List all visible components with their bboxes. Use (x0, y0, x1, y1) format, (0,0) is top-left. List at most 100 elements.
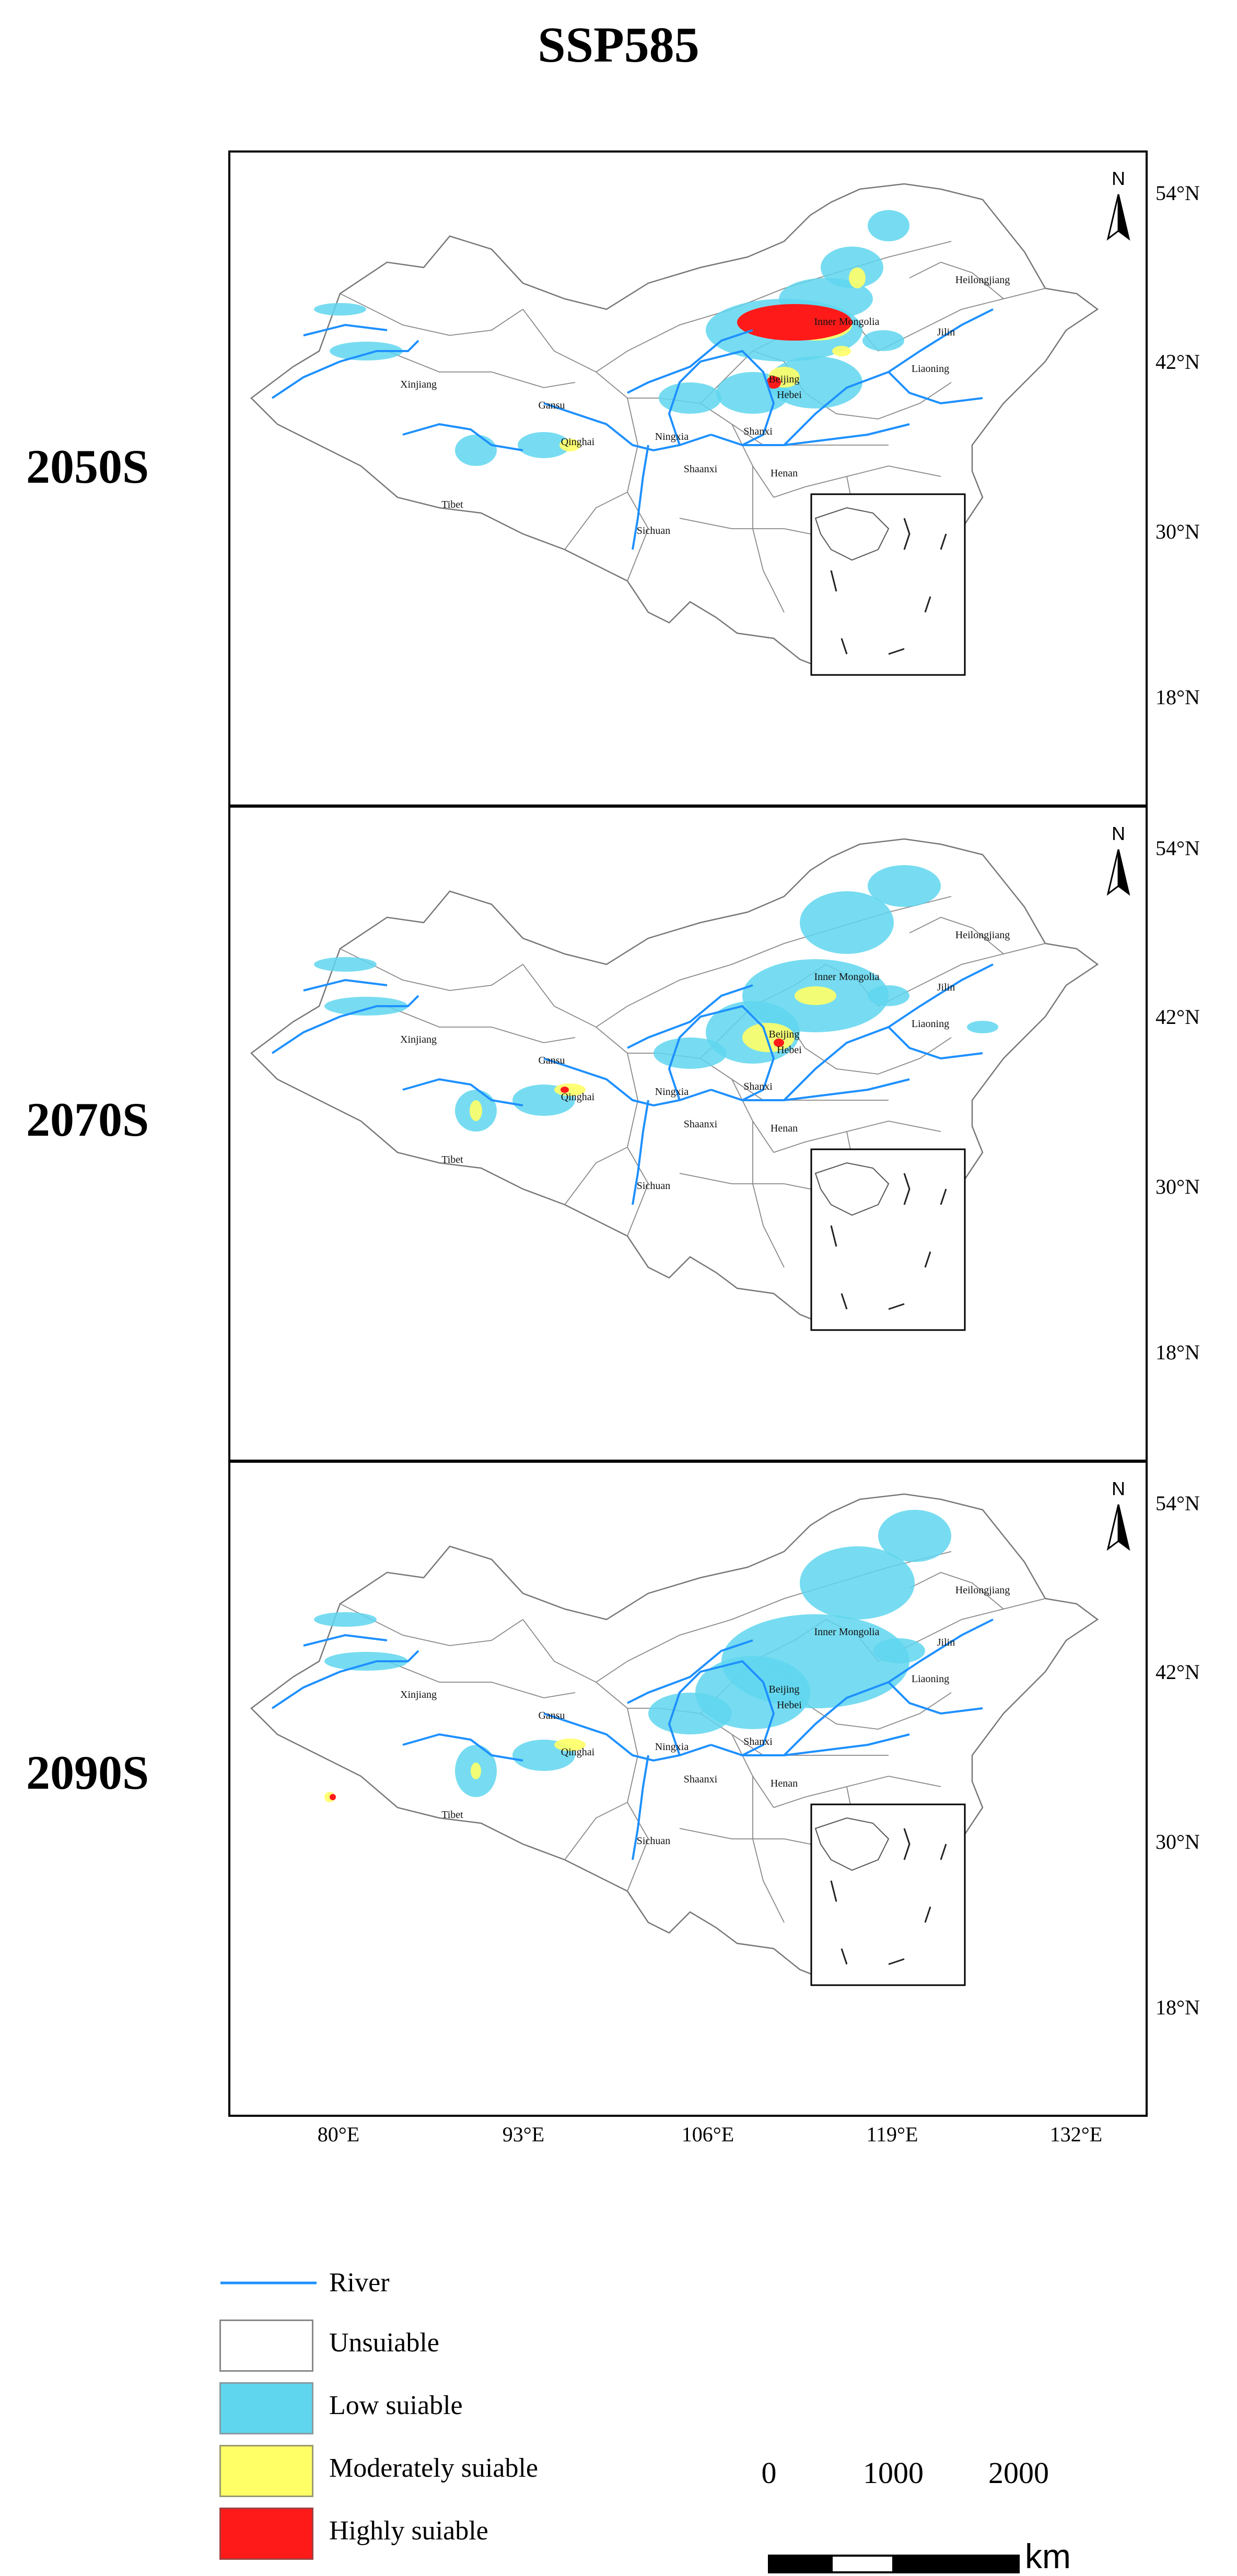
inset-frame (810, 493, 966, 676)
low-suitable-area (967, 1021, 998, 1033)
north-arrow-label: N (1112, 168, 1125, 189)
province-label: Beijing (769, 1684, 800, 1695)
legend-low-swatch (219, 2382, 313, 2434)
province-label: Henan (771, 1123, 798, 1134)
scale-tick: 0 (761, 2456, 777, 2490)
low-suitable-area (878, 1510, 951, 1562)
province-labels: Xinjiang Gansu Qinghai Tibet Sichuan Ningxia S… (400, 274, 1010, 537)
lat-tick: 18°N (1156, 685, 1200, 709)
low-suitable-area (800, 891, 894, 954)
moderate-suitable-area (471, 1763, 481, 1779)
river-line (668, 349, 775, 446)
map-panel-2070s: Xinjiang Gansu Qinghai Tibet Sichuan Ningxia S… (228, 806, 1148, 1462)
lat-tick: 42°N (1156, 1660, 1200, 1684)
river-line (632, 1755, 649, 1860)
river-line (888, 1026, 983, 1060)
north-arrow-icon: N (1106, 1478, 1130, 1551)
dash-line (940, 533, 947, 550)
dash-line (841, 1948, 848, 1965)
inset-coast (814, 1162, 890, 1216)
river-layer (271, 963, 994, 1205)
low-suitable-area (518, 432, 570, 458)
inset-frame (810, 1148, 966, 1331)
dash-line (841, 638, 848, 655)
scale-tick: 1000 (863, 2456, 924, 2490)
province-label: Hebei (777, 1044, 802, 1056)
high-suitable-area (737, 304, 852, 341)
moderate-suitable-area (795, 986, 836, 1005)
north-arrow-label: N (1112, 1478, 1125, 1499)
river-line (710, 423, 910, 446)
north-arrow-left (1106, 849, 1119, 896)
river-legend-line (220, 2281, 317, 2284)
period-label-2090s: 2090S (26, 1746, 149, 1799)
inset-coast (814, 1817, 890, 1871)
north-arrow-right (1117, 194, 1130, 241)
scale-segment (894, 2555, 1020, 2573)
lat-tick: 54°N (1156, 836, 1200, 860)
inset-frame (810, 1803, 966, 1986)
river-line (627, 1639, 753, 1704)
high-suitable-area (766, 376, 781, 389)
river-line (271, 340, 419, 399)
province-border (731, 1079, 889, 1101)
province-label: Shanxi (743, 426, 773, 437)
low-suitable-area (800, 1546, 915, 1619)
province-border (387, 1006, 576, 1043)
province-label: Inner Mongolia (814, 1626, 880, 1638)
taiwan-outline (903, 518, 911, 550)
low-suitable-area (455, 435, 497, 466)
province-border (387, 351, 576, 388)
province-label: Hebei (777, 389, 802, 401)
river-line (710, 1733, 910, 1756)
high-suitable-area (561, 1087, 569, 1093)
province-border (752, 1121, 785, 1268)
legend-low-label: Low suiable (329, 2391, 463, 2420)
low-suitable-area (659, 382, 721, 414)
dash-line (940, 1844, 947, 1860)
province-label: Shaanxi (684, 1774, 718, 1785)
river-line (632, 445, 649, 550)
province-label: Shanxi (743, 1736, 773, 1747)
province-label: Sichuan (637, 1180, 670, 1192)
province-labels: Xinjiang Gansu Qinghai Tibet Sichuan Ningxia S… (400, 1584, 1010, 1847)
province-border (564, 1147, 628, 1205)
province-border (752, 1776, 785, 1923)
figure-title: SSP585 (538, 17, 699, 73)
dash-line (830, 1225, 837, 1247)
province-border (340, 1603, 523, 1646)
province-label: Shanxi (743, 1081, 773, 1092)
river-line (271, 995, 419, 1054)
moderate-suitable-area (559, 439, 580, 451)
river-line (303, 1634, 388, 1647)
low-suitable-area (868, 210, 909, 241)
river-line (402, 1733, 523, 1762)
suitability-layer (314, 865, 998, 1132)
legend-river-label: River (329, 2268, 390, 2298)
lat-tick: 18°N (1156, 1996, 1200, 2019)
river-line (402, 1078, 523, 1106)
province-label: Gansu (538, 1710, 565, 1721)
province-label: Ningxia (655, 1086, 689, 1098)
legend-moderate-label: Moderately suiable (329, 2453, 538, 2483)
north-arrow-left (1106, 1504, 1119, 1551)
province-label: Tibet (441, 1154, 463, 1165)
dash-line (888, 1958, 905, 1965)
province-border (804, 1692, 952, 1730)
province-label: Liaoning (912, 363, 949, 375)
province-label: Qinghai (561, 1091, 595, 1103)
province-label: Xinjiang (400, 1689, 437, 1700)
north-arrow-left (1106, 194, 1119, 241)
lat-tick: 30°N (1156, 1830, 1200, 1854)
province-border (387, 1661, 576, 1698)
river-line (627, 329, 753, 394)
dash-line (940, 1188, 947, 1205)
province-labels: Xinjiang Gansu Qinghai Tibet Sichuan Ningxia S… (400, 929, 1010, 1192)
province-border (804, 1037, 952, 1075)
inset-coast (814, 507, 890, 561)
scale-unit: km (1025, 2537, 1071, 2575)
high-suitable-area (774, 1039, 784, 1047)
moderate-suitable-area (554, 1739, 586, 1751)
province-label: Jilin (937, 982, 955, 993)
river-line (888, 1681, 983, 1715)
